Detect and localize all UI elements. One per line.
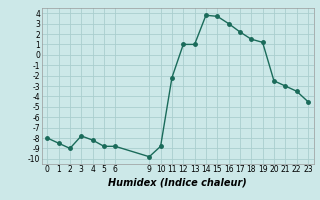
- X-axis label: Humidex (Indice chaleur): Humidex (Indice chaleur): [108, 177, 247, 187]
